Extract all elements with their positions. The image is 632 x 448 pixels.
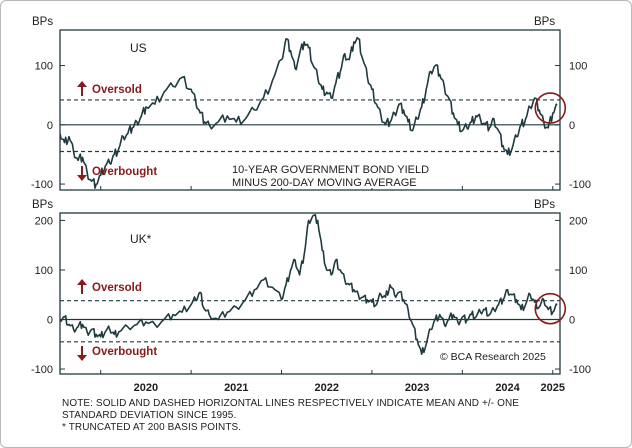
uk-ytick-label-left: 200: [35, 215, 53, 227]
annotation-line-1: 10-YEAR GOVERNMENT BOND YIELD: [232, 164, 429, 176]
uk-ytick-label-right: 100: [569, 265, 587, 277]
uk-unit-left: BPs: [32, 199, 53, 211]
xtick-label-2021: 2021: [224, 382, 248, 394]
us-latest-highlight-circle: [534, 92, 567, 124]
us-oversold-label: Oversold: [92, 84, 142, 96]
xtick-label-2024: 2024: [495, 382, 520, 394]
us-overbought-arrow-head: [77, 175, 87, 181]
uk-ytick-label-left: 100: [35, 265, 53, 277]
note-line-1: NOTE: SOLID AND DASHED HORIZONTAL LINES …: [62, 398, 520, 409]
uk-panel-title: UK*: [130, 232, 152, 246]
uk-ytick-label-right: 200: [569, 215, 587, 227]
us-panel-frame: [59, 29, 561, 191]
uk-ytick-label-right: -100: [569, 364, 591, 376]
uk-panel-frame: [59, 212, 561, 375]
uk-oversold-arrow-head: [77, 279, 87, 285]
uk-ytick-label-left: -100: [31, 364, 53, 376]
us-overbought-label: Overbought: [92, 166, 157, 178]
xtick-label-2025: 2025: [541, 382, 565, 394]
us-panel-title: US: [130, 41, 147, 55]
note-line-3: * TRUNCATED AT 200 BASIS POINTS.: [62, 422, 242, 433]
us-ytick-label-right: -100: [569, 179, 591, 191]
xtick-label-2022: 2022: [314, 382, 338, 394]
us-oversold-arrow-head: [77, 81, 87, 87]
uk-latest-highlight-circle: [534, 292, 567, 325]
uk-overbought-label: Overbought: [92, 346, 157, 358]
xtick-label-2023: 2023: [405, 382, 429, 394]
us-unit-right: BPs: [534, 16, 555, 28]
uk-overbought-arrow-head: [77, 355, 87, 361]
uk-oversold-label: Oversold: [92, 282, 142, 294]
note-line-2: STANDARD DEVIATION SINCE 1995.: [62, 410, 237, 421]
us-series-line: [60, 36, 558, 189]
uk-unit-right: BPs: [534, 199, 555, 211]
xtick-label-2020: 2020: [134, 382, 158, 394]
uk-series-line: [60, 214, 558, 356]
us-ytick-label-left: 0: [47, 120, 53, 132]
us-ytick-label-right: 100: [569, 61, 587, 73]
us-ytick-label-left: -100: [31, 179, 53, 191]
uk-ytick-label-left: 0: [47, 315, 53, 327]
uk-ytick-label-right: 0: [569, 315, 575, 327]
us-unit-left: BPs: [32, 16, 53, 28]
us-ytick-label-left: 100: [35, 61, 53, 73]
annotation-box: [226, 162, 446, 188]
us-ytick-label-right: 0: [569, 120, 575, 132]
copyright-text: © BCA Research 2025: [440, 351, 546, 363]
annotation-line-2: MINUS 200-DAY MOVING AVERAGE: [232, 177, 417, 189]
